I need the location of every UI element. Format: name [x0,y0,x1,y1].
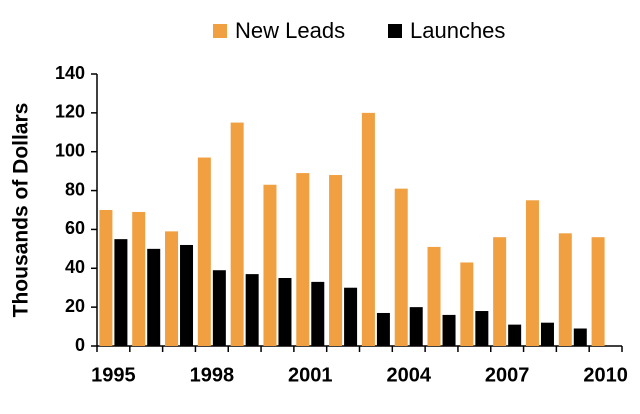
bar [278,278,292,346]
y-tick-label: 140 [55,63,85,83]
bar [508,324,522,346]
legend-label: New Leads [235,18,345,43]
bar [460,262,474,346]
y-tick-label: 20 [65,296,85,316]
bar [99,210,113,346]
x-tick-label: 2004 [386,364,431,386]
y-tick-label: 120 [55,102,85,122]
bar [442,314,456,346]
bar [361,112,375,346]
bar [230,122,244,346]
bar [311,281,325,346]
x-tick-label: 2007 [485,364,530,386]
y-axis-label: Thousands of Dollars [10,103,33,318]
bar [114,239,128,346]
bar [409,307,423,346]
bar [493,237,507,346]
y-tick-label: 100 [55,140,85,160]
bar [540,322,554,346]
bar [475,311,489,346]
x-tick-label: 2010 [583,364,628,386]
bar [147,248,161,346]
bar [329,175,343,346]
legend-swatch [213,24,227,38]
bar [427,246,441,346]
bar [197,157,211,346]
bar [558,233,572,346]
bar [212,270,226,346]
bar [132,211,146,346]
y-tick-label: 40 [65,257,85,277]
y-tick-label: 0 [75,335,85,355]
x-tick-label: 1998 [190,364,235,386]
bar [245,274,259,346]
x-tick-label: 2001 [288,364,333,386]
bar [180,244,194,346]
legend-label: Launches [410,18,505,43]
x-tick-label: 1995 [91,364,136,386]
bar [394,188,408,346]
legend-swatch [388,24,402,38]
y-tick-label: 60 [65,218,85,238]
bar [344,287,358,346]
bar [525,200,539,346]
bar [591,237,605,346]
bar [376,312,390,346]
y-tick-label: 80 [65,179,85,199]
bar [296,173,310,346]
bar [573,328,587,346]
bar [165,231,179,346]
bar [263,184,277,346]
